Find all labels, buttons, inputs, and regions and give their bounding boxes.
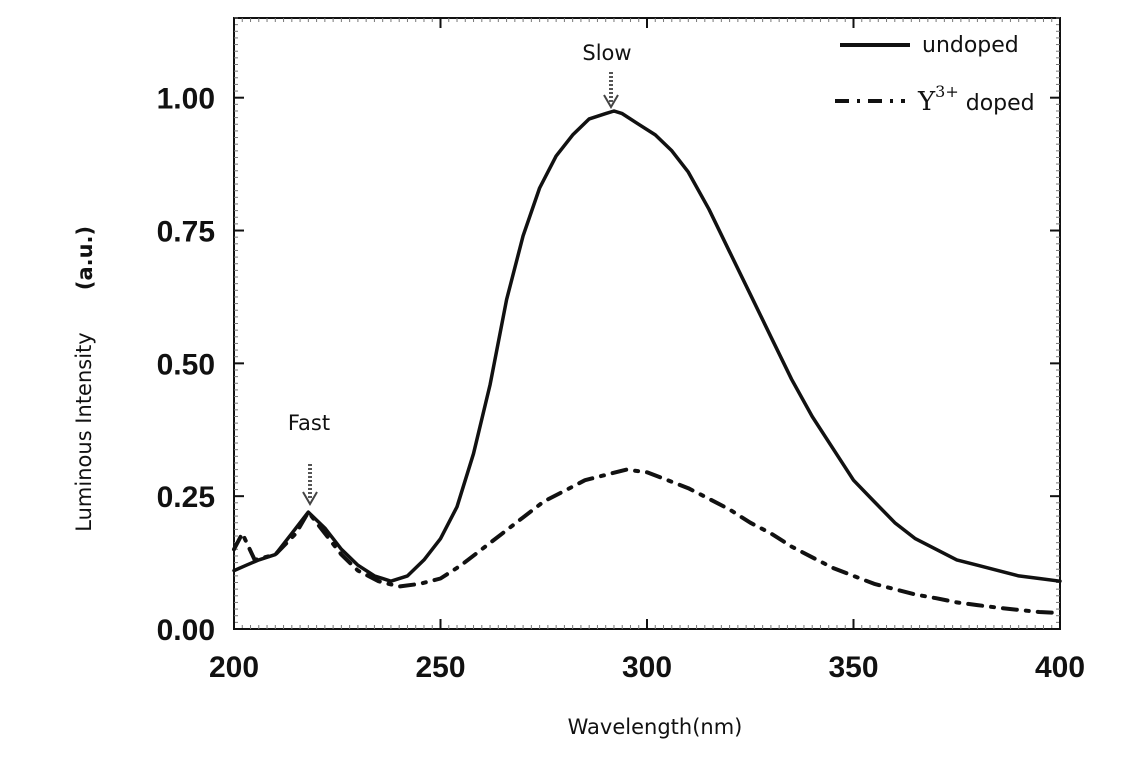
y-tick-label: 0.50 (157, 348, 215, 381)
legend-label-undoped: undoped (922, 33, 1019, 58)
legend-label-y: Y (917, 87, 936, 117)
legend-label-doped: Y3+ doped (917, 82, 1035, 117)
y-axis-unit: (a.u.) (73, 226, 97, 290)
legend-label-rest: doped (959, 91, 1035, 116)
y-tick-label: 0.75 (157, 216, 215, 249)
y-axis-title: Luminous Intensity (72, 332, 96, 531)
series-undoped-line (232, 109, 1062, 583)
series-layer (232, 109, 1062, 616)
chart-axes (233, 17, 1061, 630)
x-tick-labels: 200 250 300 350 400 (209, 651, 1085, 684)
series-doped-line (232, 467, 1062, 616)
y-tick-labels: 0.00 0.25 0.50 0.75 1.00 (157, 83, 215, 647)
major-ticks (233, 18, 1061, 630)
legend-label-superscript: 3+ (935, 82, 959, 101)
axis-titles: Wavelength(nm) Luminous Intensity (a.u.) (72, 226, 742, 739)
annotation-layer: Slow Fast (288, 41, 632, 506)
y-tick-label: 0.25 (157, 481, 215, 514)
slow-annotation: Slow (582, 41, 632, 109)
plot-frame (233, 17, 1061, 630)
legend-item-doped: Y3+ doped (835, 82, 1035, 117)
y-tick-label: 1.00 (157, 83, 215, 116)
x-tick-label: 300 (622, 651, 672, 684)
legend: undoped Y3+ doped (835, 33, 1035, 117)
x-tick-label: 250 (415, 651, 465, 684)
slow-label: Slow (582, 41, 631, 65)
x-tick-label: 350 (828, 651, 878, 684)
x-tick-label: 200 (209, 651, 259, 684)
minor-ticks (233, 17, 1061, 630)
x-tick-label: 400 (1035, 651, 1085, 684)
y-tick-label: 0.00 (157, 614, 215, 647)
legend-item-undoped: undoped (840, 33, 1019, 58)
fast-arrowhead (302, 491, 318, 506)
slow-arrowhead (603, 94, 619, 109)
x-axis-title: Wavelength(nm) (568, 715, 743, 739)
fast-label: Fast (288, 411, 330, 435)
fast-annotation: Fast (288, 411, 330, 506)
